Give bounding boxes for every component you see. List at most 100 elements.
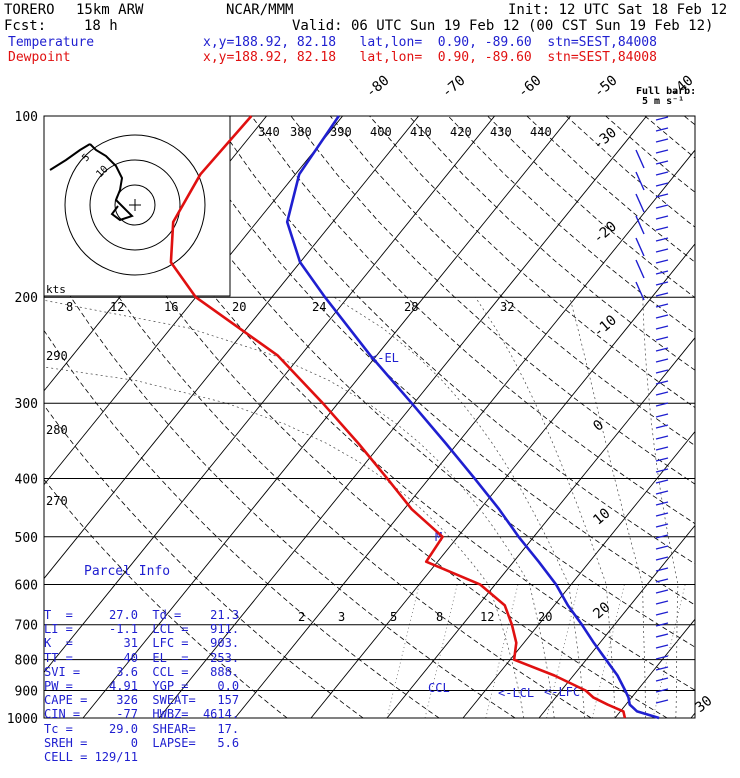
wind-barb: [656, 436, 668, 439]
parcel-info-row: K = 31 LFC = 903.: [44, 636, 234, 650]
isotherm-line: [539, 116, 740, 718]
hodograph-tick-label: 28: [404, 300, 418, 314]
wind-barb: [656, 260, 668, 263]
wind-barb: [656, 117, 668, 120]
wind-barb: [656, 447, 668, 450]
wind-barb: [656, 645, 668, 648]
pressure-tick-label: 400: [15, 472, 38, 487]
wind-barb: [656, 557, 668, 560]
wind-barb-staff: [656, 513, 668, 516]
isotherm-label: -60: [515, 73, 545, 102]
wind-barb: [656, 700, 668, 703]
wind-barb-staff: [656, 579, 668, 582]
wind-barb-staff: [656, 568, 668, 571]
wind-barb: [656, 458, 668, 461]
wind-barb-staff: [656, 447, 668, 450]
wind-barb-flag: [636, 172, 644, 190]
pressure-tick-label: 700: [15, 619, 38, 634]
annotation-label: <-LCL: [498, 686, 534, 700]
dry-adiabat: [291, 116, 740, 718]
theta-side-label: 280: [46, 423, 68, 437]
wind-barb: [656, 546, 668, 549]
hodograph-units-label: kts: [46, 283, 66, 296]
wind-barb-staff: [656, 557, 668, 560]
theta-side-label: 270: [46, 494, 68, 508]
wind-barb-staff: [656, 315, 668, 318]
annotation-label: <-EL: [370, 351, 399, 365]
mixing-ratio-label: 2: [298, 610, 305, 624]
hodograph-tick-label: 24: [312, 300, 326, 314]
wind-barb-staff: [656, 590, 668, 593]
mixing-ratio-label: 8: [436, 610, 443, 624]
wind-barb: [656, 128, 668, 131]
theta-label: 430: [490, 125, 512, 139]
wind-barb: [656, 139, 668, 142]
wind-barb: [656, 634, 668, 637]
wind-barb: [656, 568, 668, 571]
theta-side-label: 290: [46, 349, 68, 363]
barb-legend-line2: 5 m s⁻¹: [642, 96, 684, 107]
hodograph-tick-label: 16: [164, 300, 178, 314]
wind-barb-staff: [656, 117, 668, 120]
wind-barb-staff: [656, 326, 668, 329]
isotherm-label: 20: [590, 599, 613, 622]
wind-barb-staff: [656, 392, 668, 395]
mixing-ratio-label: 20: [538, 610, 552, 624]
isotherm-line: [615, 116, 740, 718]
hodograph-frame: [44, 116, 230, 296]
pressure-tick-label: 200: [15, 291, 38, 306]
wind-barb-staff: [656, 524, 668, 527]
isotherm-label: -20: [590, 218, 620, 247]
isotherm-label: 30: [692, 693, 715, 716]
wind-barb-staff: [656, 271, 668, 274]
moist-adiabat: [697, 297, 712, 718]
profile-line-temperature: [287, 116, 659, 718]
pressure-tick-label: 900: [15, 684, 38, 699]
wind-barb-staff: [656, 601, 668, 604]
dry-adiabat: [448, 116, 740, 718]
wind-barb-staff: [656, 491, 668, 494]
isotherm-label: -70: [439, 73, 469, 102]
wind-barb: [656, 502, 668, 505]
wind-barb: [656, 491, 668, 494]
wind-barb: [656, 612, 668, 615]
wind-barb: [656, 370, 668, 373]
hodograph-tick-label: 20: [232, 300, 246, 314]
dry-adiabat: [684, 116, 740, 718]
wind-barb-staff: [656, 469, 668, 472]
dry-adiabat: [566, 116, 740, 718]
wind-barb: [656, 579, 668, 582]
pressure-tick-label: 300: [15, 397, 38, 412]
mixing-ratio-label: 3: [338, 610, 345, 624]
annotation-label: <-LFC: [544, 685, 580, 699]
wind-barb-flag: [636, 260, 644, 278]
pressure-tick-label: 100: [15, 110, 38, 125]
mixing-ratio-label: 12: [480, 610, 494, 624]
isotherm-line: [691, 116, 740, 718]
isotherm-line: [387, 116, 740, 718]
wind-barb: [636, 238, 668, 256]
isotherm-line: [311, 116, 740, 718]
wind-barb-staff: [656, 502, 668, 505]
hodograph-tick-label: 8: [66, 300, 73, 314]
parcel-info-row: TT = 40 EL = 253.: [44, 651, 234, 665]
wind-barb: [636, 172, 668, 190]
hodograph-tick-label: 32: [500, 300, 514, 314]
dry-adiabat: [645, 116, 740, 718]
parcel-info-row: LI = -1.1 LCL = 911.: [44, 622, 234, 636]
wind-barb-staff: [656, 612, 668, 615]
wind-barb-staff: [656, 370, 668, 373]
isotherm-label: -10: [590, 312, 620, 341]
wind-barb-staff: [656, 458, 668, 461]
wind-barb-staff: [656, 260, 668, 263]
wind-barb-staff: [656, 678, 668, 681]
wind-barb-staff: [656, 161, 668, 164]
wind-barb: [656, 425, 668, 428]
wind-barb-staff: [656, 656, 668, 659]
annotation-label: CCL: [428, 681, 450, 695]
wind-barb: [656, 216, 668, 219]
parcel-info-title: Parcel Info: [44, 565, 234, 579]
mixing-ratio-line: [653, 584, 685, 718]
theta-label: 400: [370, 125, 392, 139]
